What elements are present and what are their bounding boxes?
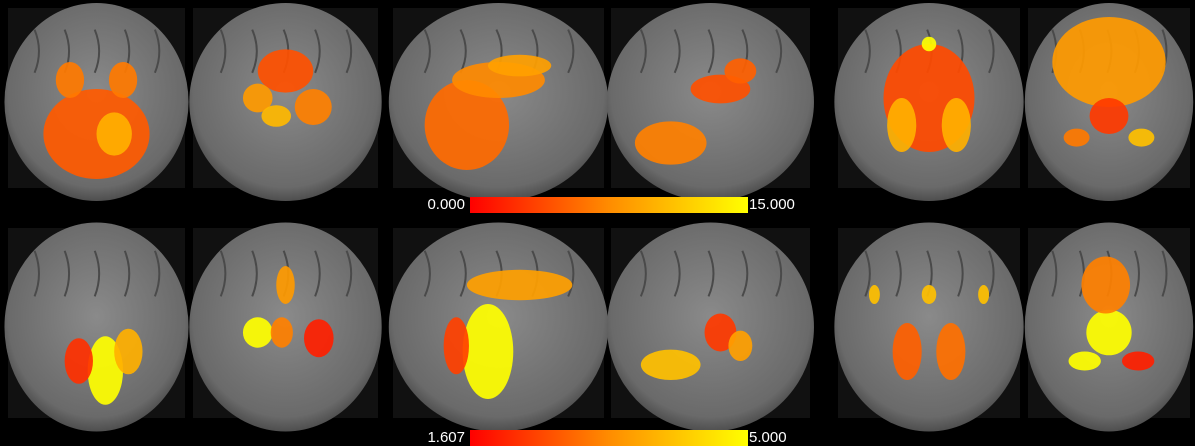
activation-overlay (893, 323, 922, 380)
brain-slice (389, 223, 608, 432)
brain-slice (4, 3, 188, 201)
activation-overlay (1128, 129, 1154, 147)
colorbar-max-label: 15.000 (749, 196, 795, 213)
activation-overlay (271, 317, 293, 347)
activation-overlay (1090, 98, 1129, 134)
activation-overlay (978, 285, 989, 304)
colorbar-gradient (470, 430, 748, 446)
activation-overlay (56, 62, 84, 98)
colorbar-max-label: 5.000 (749, 429, 787, 446)
activation-overlay (724, 58, 756, 83)
brain-slice (607, 3, 814, 201)
brain-slice (607, 223, 814, 432)
colorbar-gradient (470, 197, 748, 213)
activation-overlay (97, 112, 132, 155)
brain-slice (834, 3, 1023, 201)
activation-overlay (635, 121, 707, 164)
brain-slice (389, 3, 608, 201)
activation-overlay (444, 317, 469, 374)
figure: 0.000 15.000 1.607 5.000 (0, 0, 1195, 446)
brain-slice (834, 223, 1023, 432)
activation-overlay (922, 285, 937, 304)
slice-row (4, 3, 1193, 201)
activation-overlay (942, 98, 971, 152)
activation-overlay (922, 37, 937, 51)
activation-overlay (1081, 257, 1130, 314)
brain-slice (189, 3, 381, 201)
colorbar: 1.607 5.000 (427, 429, 786, 446)
activation-overlay (869, 285, 880, 304)
brain-slice (1025, 3, 1193, 201)
activation-overlay (1064, 129, 1090, 147)
activation-overlay (488, 55, 551, 77)
activation-overlay (65, 338, 93, 384)
activation-overlay (114, 329, 142, 375)
activation-overlay (887, 98, 916, 152)
activation-overlay (936, 323, 965, 380)
page: {"figure": {"rows": [ {"colorbar": {"min… (0, 0, 1195, 446)
activation-overlay (1086, 310, 1131, 356)
activation-overlay (304, 319, 334, 357)
colorbar-min-label: 1.607 (427, 429, 465, 446)
activation-overlay (463, 304, 514, 399)
activation-overlay (276, 266, 295, 304)
activation-overlay (109, 62, 137, 98)
slice-row (4, 223, 1193, 432)
colorbar-min-label: 0.000 (427, 196, 465, 213)
brain-slice (4, 223, 188, 432)
activation-overlay (243, 317, 273, 347)
activation-overlay (467, 270, 573, 300)
brain-slice (1025, 223, 1193, 432)
activation-overlay (641, 350, 701, 380)
activation-overlay (261, 105, 291, 127)
activation-overlay (295, 89, 332, 125)
colorbar: 0.000 15.000 (427, 196, 794, 213)
activation-overlay (728, 331, 752, 361)
activation-overlay (1052, 17, 1165, 107)
brain-slice (189, 223, 381, 432)
activation-overlay (1122, 352, 1154, 371)
activation-overlay (1069, 352, 1101, 371)
